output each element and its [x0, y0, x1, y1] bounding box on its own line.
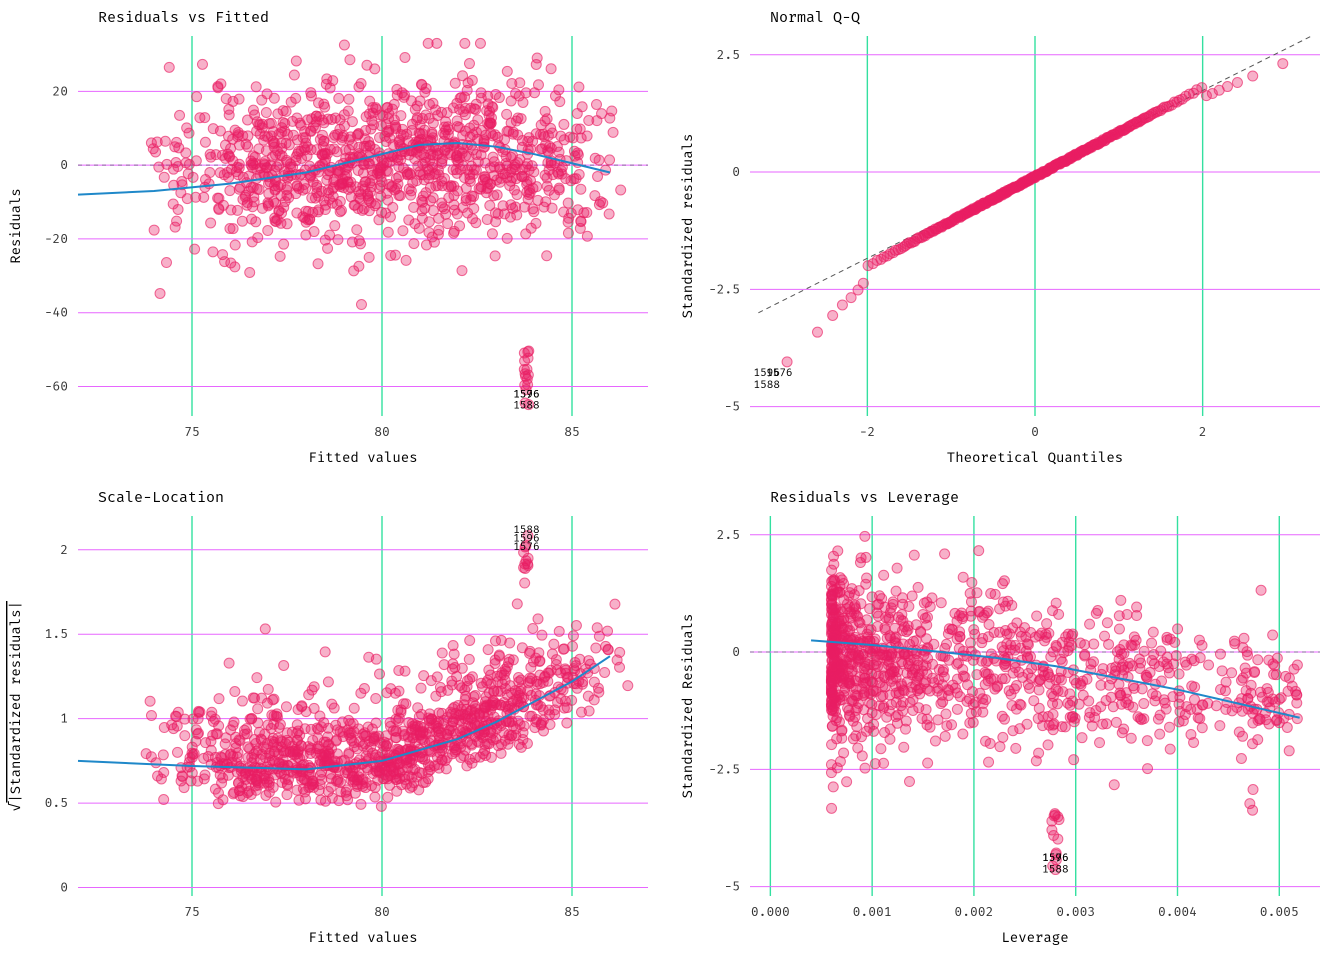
svg-text:1576: 1576: [513, 540, 539, 553]
svg-text:-2.5: -2.5: [709, 762, 740, 777]
svg-text:√|Standardized residuals|: √|Standardized residuals|: [7, 601, 24, 811]
svg-text:0: 0: [732, 645, 740, 660]
svg-text:2: 2: [1199, 425, 1207, 440]
svg-text:Residuals vs Leverage: Residuals vs Leverage: [770, 488, 959, 506]
svg-text:-20: -20: [45, 232, 68, 247]
svg-text:0: 0: [1031, 425, 1039, 440]
svg-text:1588: 1588: [1042, 863, 1068, 876]
svg-text:Leverage: Leverage: [1001, 929, 1068, 946]
svg-text:Residuals vs Fitted: Residuals vs Fitted: [98, 8, 269, 26]
svg-text:85: 85: [564, 425, 580, 440]
svg-text:0: 0: [732, 165, 740, 180]
svg-text:-5: -5: [724, 880, 740, 895]
svg-text:Residuals: Residuals: [7, 188, 24, 264]
panel-scale-location: 15881596157675808500.511.52Scale-Locatio…: [0, 480, 672, 960]
svg-text:Theoretical Quantiles: Theoretical Quantiles: [947, 449, 1123, 466]
svg-text:2.5: 2.5: [717, 48, 740, 63]
svg-text:-2.5: -2.5: [709, 282, 740, 297]
svg-text:Standardized residuals: Standardized residuals: [679, 134, 696, 319]
svg-text:0.002: 0.002: [954, 905, 993, 920]
svg-text:75: 75: [184, 425, 200, 440]
svg-text:75: 75: [184, 905, 200, 920]
panel-residuals-vs-fitted: 159615761588758085-60-40-20020Residuals …: [0, 0, 672, 480]
svg-text:0: 0: [60, 881, 68, 896]
svg-text:85: 85: [564, 905, 580, 920]
svg-text:Scale-Location: Scale-Location: [98, 488, 224, 506]
svg-text:-60: -60: [45, 379, 68, 394]
svg-text:1.5: 1.5: [45, 627, 68, 642]
svg-text:0.004: 0.004: [1158, 905, 1197, 920]
svg-text:1588: 1588: [754, 378, 780, 391]
svg-text:Normal Q-Q: Normal Q-Q: [770, 8, 860, 26]
svg-text:80: 80: [374, 425, 390, 440]
svg-text:Standardized Residuals: Standardized Residuals: [679, 614, 696, 799]
svg-text:20: 20: [52, 84, 68, 99]
svg-text:Fitted values: Fitted values: [308, 449, 417, 466]
svg-text:-5: -5: [724, 400, 740, 415]
svg-text:0.005: 0.005: [1260, 905, 1299, 920]
svg-text:1: 1: [60, 712, 68, 727]
svg-text:1588: 1588: [513, 399, 539, 412]
chart-residuals-vs-fitted: 159615761588758085-60-40-20020Residuals …: [0, 0, 672, 480]
chart-residuals-vs-leverage: 1596157615880.0000.0010.0020.0030.0040.0…: [672, 480, 1344, 960]
svg-text:0: 0: [60, 158, 68, 173]
svg-text:-2: -2: [860, 425, 876, 440]
panel-residuals-vs-leverage: 1596157615880.0000.0010.0020.0030.0040.0…: [672, 480, 1344, 960]
svg-text:-40: -40: [45, 306, 68, 321]
svg-text:0.5: 0.5: [45, 796, 68, 811]
chart-normal-qq: 157615961588-202-5-2.502.5Normal Q-QTheo…: [672, 0, 1344, 480]
svg-text:2: 2: [60, 543, 68, 558]
panel-normal-qq: 157615961588-202-5-2.502.5Normal Q-QTheo…: [672, 0, 1344, 480]
chart-scale-location: 15881596157675808500.511.52Scale-Locatio…: [0, 480, 672, 960]
svg-text:2.5: 2.5: [717, 528, 740, 543]
svg-text:Fitted values: Fitted values: [308, 929, 417, 946]
svg-text:0.003: 0.003: [1056, 905, 1095, 920]
svg-text:0.000: 0.000: [751, 905, 790, 920]
diagnostic-plots-grid: 159615761588758085-60-40-20020Residuals …: [0, 0, 1344, 960]
svg-text:0.001: 0.001: [853, 905, 892, 920]
svg-text:80: 80: [374, 905, 390, 920]
